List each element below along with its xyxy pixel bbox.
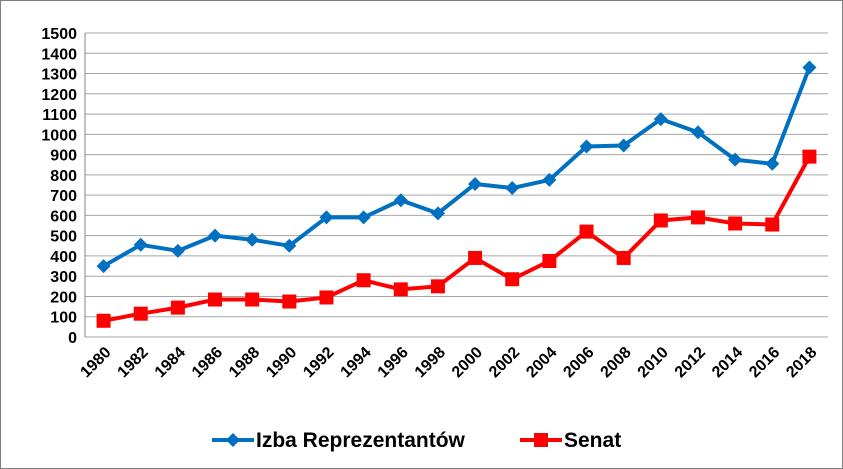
y-tick-label: 800 [50,168,77,185]
y-tick-label: 1000 [41,127,77,144]
marker [468,250,483,265]
y-tick-label: 400 [50,249,77,266]
marker [430,206,445,221]
marker [319,210,334,225]
y-tick-label: 900 [50,148,77,165]
marker [282,238,297,253]
y-tick-label: 1200 [41,87,77,104]
marker [282,294,297,309]
marker [245,292,260,307]
y-tick-label: 1300 [41,67,77,84]
marker [468,176,483,191]
marker [430,279,445,294]
marker [690,125,705,140]
marker [133,306,148,321]
marker [96,313,111,328]
y-tick-label: 600 [50,208,77,225]
marker [579,224,594,239]
marker [319,290,334,305]
marker [765,217,780,232]
marker [542,254,557,268]
marker [245,232,260,247]
marker [579,139,594,154]
marker [208,292,223,307]
marker [765,156,780,171]
marker [728,152,743,167]
legend-label: Izba Reprezentantów [256,429,466,452]
marker [542,172,557,187]
marker [133,237,148,252]
y-tick-label: 1400 [41,46,77,63]
y-tick-label: 700 [50,188,77,205]
legend-label: Senat [564,429,621,452]
marker [616,250,631,265]
marker [505,272,520,287]
marker [226,433,240,447]
marker [690,210,705,225]
marker [170,243,185,258]
y-tick-label: 500 [50,229,77,246]
marker [170,300,185,315]
marker [802,60,817,75]
marker [356,210,371,225]
y-tick-label: 200 [50,289,77,306]
marker [653,213,668,228]
marker [728,216,743,231]
y-tick-label: 100 [50,310,77,327]
marker [653,112,668,127]
marker [356,273,371,288]
marker [208,228,223,243]
marker [505,181,520,196]
y-tick-label: 300 [50,269,77,286]
marker [393,193,408,208]
marker [802,149,817,164]
marker [616,138,631,153]
y-tick-label: 1100 [42,107,77,124]
marker [393,282,408,297]
marker [534,433,548,447]
marker [96,259,111,274]
y-tick-label: 0 [68,330,77,347]
y-tick-label: 1500 [41,26,77,43]
